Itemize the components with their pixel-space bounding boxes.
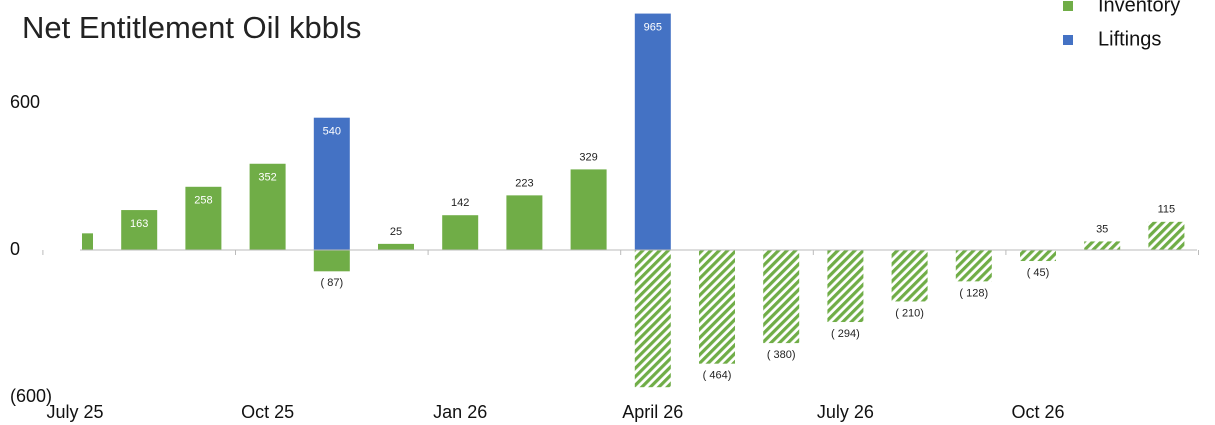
data-label: 965 — [644, 21, 662, 33]
data-label: ( 464) — [703, 370, 732, 382]
data-label: 258 — [194, 195, 212, 207]
chart-title: Net Entitlement Oil kbbls — [22, 10, 361, 45]
data-label: 352 — [258, 172, 276, 184]
bar — [1148, 221, 1185, 250]
data-label: 540 — [323, 126, 341, 138]
bar — [313, 117, 350, 250]
x-tick-label: April 26 — [622, 402, 683, 422]
bar — [121, 210, 158, 250]
data-label: 35 — [1096, 223, 1108, 235]
legend-label: Liftings — [1098, 28, 1161, 50]
legend-label: Inventory — [1098, 0, 1180, 16]
legend-swatch — [1063, 35, 1073, 45]
x-tick-label: July 26 — [817, 402, 874, 422]
bar — [699, 250, 735, 364]
data-label: 25 — [390, 226, 402, 238]
bar — [827, 250, 864, 323]
bar — [313, 250, 350, 272]
data-label: ( 87) — [320, 277, 343, 289]
y-tick-label: 600 — [10, 92, 40, 112]
x-tick-label: Oct 25 — [241, 402, 294, 422]
bar — [891, 250, 928, 302]
data-label: ( 294) — [831, 328, 860, 340]
y-tick-label: (600) — [10, 386, 52, 406]
bar — [1020, 250, 1056, 262]
bar — [185, 186, 222, 250]
data-label: ( 128) — [959, 287, 988, 299]
legend-swatch — [1063, 1, 1073, 11]
x-tick-label: Oct 26 — [1011, 402, 1064, 422]
x-tick-label: Jan 26 — [433, 402, 487, 422]
bar — [634, 250, 671, 388]
data-label: 223 — [515, 177, 533, 189]
data-label: ( 45) — [1027, 267, 1050, 279]
y-tick-label: 0 — [10, 239, 20, 259]
data-label: 329 — [579, 151, 597, 163]
bar — [249, 163, 286, 250]
bar — [442, 215, 479, 250]
bar — [570, 169, 607, 250]
bar — [82, 233, 93, 250]
bar — [378, 243, 414, 250]
data-label: ( 210) — [895, 307, 924, 319]
bar — [1084, 241, 1121, 250]
bar — [506, 195, 543, 250]
data-label: 142 — [451, 197, 469, 209]
data-label: 115 — [1158, 204, 1176, 216]
plot-area — [82, 13, 1185, 388]
x-tick-label: July 25 — [46, 402, 103, 422]
bar — [763, 250, 800, 344]
data-label: ( 380) — [767, 349, 796, 361]
data-label: 163 — [130, 218, 148, 230]
bar — [634, 13, 671, 251]
bar — [955, 250, 992, 282]
